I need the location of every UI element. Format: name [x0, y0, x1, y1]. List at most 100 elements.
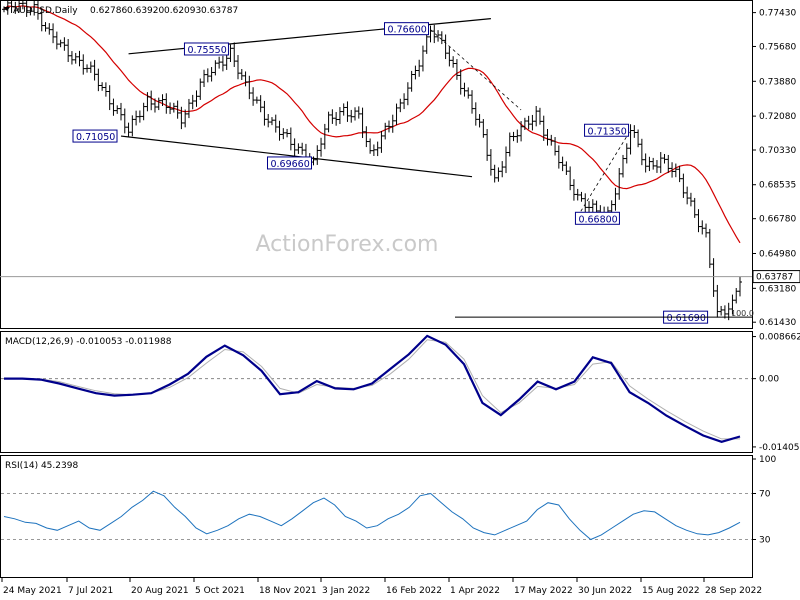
time-tick-label-10: 15 Aug 2022 — [642, 586, 700, 596]
price-bar-102 — [386, 120, 391, 133]
ohlc-close: 0.63787 — [201, 6, 238, 16]
price-bar-72 — [273, 114, 278, 133]
price-bar-46 — [175, 100, 180, 119]
macd-axis: 0.008662 0.00 -0.014055 — [1, 333, 800, 453]
ohlc-high: 0.63920 — [127, 6, 164, 16]
price-bar-141 — [534, 106, 539, 127]
price-bar-154 — [583, 193, 588, 213]
price-bar-26 — [100, 82, 105, 91]
price-bar-35 — [134, 110, 139, 126]
price-bar-117 — [443, 34, 448, 60]
price-bar-186 — [704, 223, 709, 238]
price-bar-116 — [439, 31, 444, 45]
time-tick-label-4: 18 Nov 2021 — [259, 586, 317, 596]
price-bar-75 — [285, 128, 290, 138]
price-bar-95 — [360, 107, 365, 139]
price-bar-73 — [277, 120, 282, 141]
price-bar-168 — [636, 129, 641, 148]
price-bar-150 — [568, 166, 573, 191]
price-tick-label-1: 0.75680 — [759, 42, 796, 52]
price-bar-119 — [451, 56, 456, 68]
price-annotation-box-1 — [72, 129, 118, 143]
price-bar-31 — [119, 102, 124, 121]
price-bar-147 — [556, 145, 561, 169]
price-panel: ActionForex.com 0.774300.756800.738800.7… — [0, 0, 800, 329]
price-bar-43 — [164, 93, 169, 114]
price-annotation-0: 0.75550 — [183, 42, 229, 56]
price-bar-105 — [398, 98, 403, 113]
price-bar-101 — [383, 122, 388, 140]
price-bar-85 — [322, 123, 327, 150]
price-bar-68 — [258, 95, 263, 113]
chart-title: AUDUSD,Daily 0.62786 0.63920 0.62093 0.6… — [4, 6, 238, 16]
price-bar-135 — [511, 131, 516, 142]
price-bar-112 — [424, 33, 429, 54]
price-bar-0 — [2, 6, 6, 13]
price-bar-145 — [549, 134, 554, 146]
price-bar-9 — [35, 0, 40, 20]
price-bar-55 — [209, 67, 214, 82]
fib-label: 100.0 — [731, 309, 754, 318]
ohlc-low: 0.62093 — [164, 6, 201, 16]
price-bar-78 — [296, 143, 301, 154]
dropdown-triangle-icon[interactable] — [4, 7, 10, 11]
price-annotation-label-6: 0.61690 — [667, 313, 706, 324]
price-bar-63 — [239, 68, 244, 81]
price-bar-179 — [677, 165, 682, 183]
price-bar-195 — [738, 276, 742, 297]
moving-average-line — [3, 5, 741, 244]
price-bar-173 — [654, 160, 659, 173]
macd-title: MACD(12,26,9) -0.010053 -0.011988 — [5, 337, 172, 347]
price-annotation-2: 0.69660 — [266, 156, 312, 170]
price-bar-104 — [394, 103, 399, 126]
time-tick-label-9: 30 Jun 2022 — [578, 586, 632, 596]
price-bar-149 — [564, 161, 569, 175]
rsi-tick-label-1: 70 — [759, 490, 771, 500]
price-bar-34 — [130, 115, 135, 137]
price-bar-139 — [526, 115, 531, 130]
price-bar-188 — [711, 258, 716, 297]
time-tick-label-11: 28 Sep 2022 — [705, 586, 762, 596]
price-tick-label-9: 0.61430 — [759, 318, 796, 328]
price-bar-132 — [500, 161, 505, 178]
price-bar-129 — [488, 149, 493, 176]
price-bar-126 — [477, 114, 482, 128]
price-bar-50 — [190, 94, 195, 110]
price-bar-125 — [473, 102, 478, 126]
price-bar-15 — [58, 39, 63, 48]
price-bar-62 — [236, 55, 241, 80]
price-bar-53 — [202, 69, 207, 87]
price-bar-172 — [651, 157, 656, 170]
price-bar-16 — [62, 37, 67, 51]
price-tick-label-0: 0.77430 — [759, 9, 796, 19]
price-annotation-box-5 — [584, 123, 630, 137]
price-bar-108 — [409, 70, 414, 92]
price-bar-51 — [194, 90, 199, 107]
price-bar-42 — [160, 94, 165, 106]
price-tick-label-7: 0.64980 — [759, 250, 796, 260]
price-bar-93 — [353, 107, 358, 121]
price-annotations: 0.75550 0.71050 0.69660 0.76600 0.66800 0.713… — [72, 22, 709, 324]
price-bar-3 — [13, 1, 18, 14]
price-bar-169 — [639, 138, 644, 166]
price-annotation-1: 0.71050 — [72, 129, 118, 143]
price-bar-65 — [247, 75, 252, 100]
price-bar-47 — [179, 106, 184, 130]
price-bar-36 — [137, 110, 142, 123]
rsi-panel: 100 70 30 RSI(14) 45.2398 — [0, 455, 776, 578]
price-bar-124 — [470, 90, 475, 114]
price-bar-90 — [341, 103, 346, 116]
price-bar-120 — [454, 59, 459, 80]
rsi-lines — [3, 490, 741, 541]
rsi-axis: 100 70 30 — [1, 455, 776, 546]
price-bar-163 — [617, 167, 622, 200]
price-bar-103 — [390, 114, 395, 133]
price-bar-22 — [85, 64, 90, 73]
price-bar-57 — [217, 56, 222, 69]
price-bar-44 — [168, 102, 173, 115]
price-bar-137 — [519, 121, 524, 142]
price-annotation-4: 0.66800 — [574, 211, 620, 225]
price-bar-185 — [700, 220, 705, 235]
price-bar-87 — [330, 109, 335, 124]
